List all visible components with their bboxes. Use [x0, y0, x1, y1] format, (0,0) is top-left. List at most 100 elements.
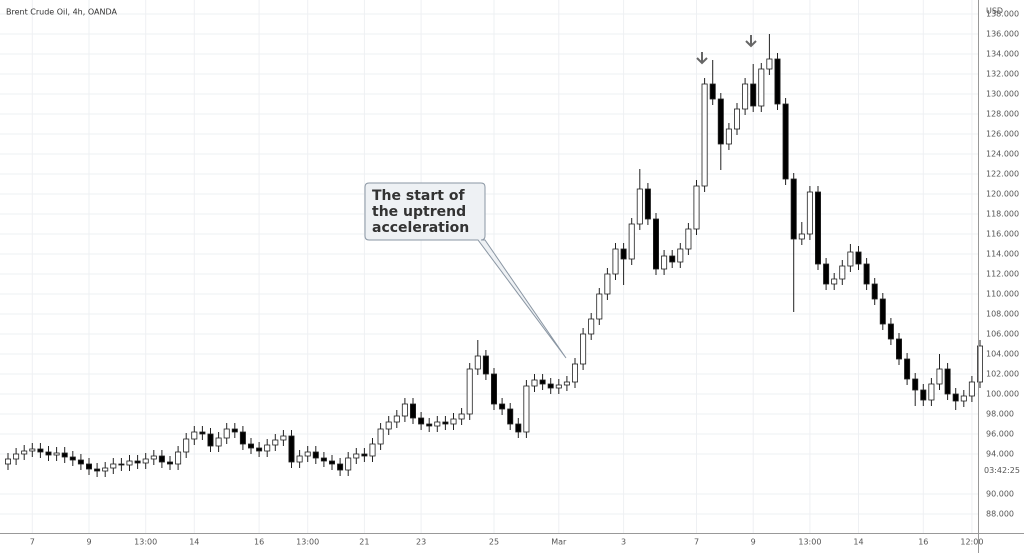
candle-body — [328, 460, 335, 465]
candle-body — [175, 451, 182, 465]
candle-body — [709, 83, 716, 100]
x-tick-label: 25 — [489, 538, 499, 547]
candle-body — [102, 467, 109, 472]
candle-body — [377, 428, 384, 445]
candle-body — [183, 438, 190, 453]
candle-body — [21, 450, 28, 455]
candle-body — [782, 103, 789, 180]
candles — [5, 34, 984, 477]
candle-body — [458, 413, 465, 420]
candle-body — [887, 323, 894, 340]
candle-body — [450, 418, 457, 425]
candle-body — [847, 251, 854, 267]
candle-body — [288, 435, 295, 463]
candle-body — [977, 345, 984, 383]
y-tick-label: 134.000 — [986, 50, 1019, 59]
callout-text: The start of — [372, 188, 465, 204]
y-tick-label: 100.000 — [986, 390, 1019, 399]
candle-body — [466, 368, 473, 415]
candle-body — [142, 458, 149, 464]
candle-body — [806, 191, 813, 235]
candle-body — [531, 379, 538, 387]
candle-body — [677, 248, 684, 263]
candle-body — [831, 278, 838, 285]
x-tick-label: 16 — [254, 538, 264, 547]
candle-body — [69, 456, 76, 461]
y-tick-label: 96.000 — [986, 430, 1014, 439]
candle-body — [604, 273, 611, 295]
candle-body — [215, 437, 222, 447]
countdown-box — [980, 464, 1024, 477]
candle-body — [742, 83, 749, 110]
candle-body — [385, 421, 392, 430]
candle-body — [912, 378, 919, 391]
candle-body — [628, 223, 635, 260]
countdown: 03:42:25 — [984, 466, 1020, 475]
candle-body — [636, 188, 643, 225]
candle-body — [620, 248, 627, 260]
candle-body — [166, 461, 173, 465]
y-tick-label: 116.000 — [986, 230, 1019, 239]
candle-body — [701, 83, 708, 187]
candle-body — [644, 188, 651, 220]
candle-body — [345, 457, 352, 471]
candle-body — [725, 128, 732, 145]
arrows — [696, 35, 757, 65]
candle-body — [563, 381, 570, 386]
candle-body — [418, 417, 425, 425]
candle-body — [879, 298, 886, 325]
y-axis-label: USD — [986, 7, 1003, 16]
callout: The start of the uptrend acceleration — [364, 182, 567, 359]
candle-body — [231, 428, 238, 433]
candle-body — [798, 233, 805, 240]
y-tick-label: 102.000 — [986, 370, 1019, 379]
y-tick-label: 98.000 — [986, 410, 1014, 419]
candle-body — [256, 447, 263, 452]
candle-body — [264, 444, 271, 452]
x-tick-label: 21 — [359, 538, 369, 547]
y-tick-label: 118.000 — [986, 210, 1019, 219]
candle-body — [239, 431, 246, 445]
x-tick-label: 14 — [853, 538, 863, 547]
candle-body — [369, 443, 376, 457]
y-tick-label: 108.000 — [986, 310, 1019, 319]
candle-body — [758, 68, 765, 107]
candle-body — [434, 421, 441, 427]
candle-body — [523, 385, 530, 433]
candle-body — [5, 458, 11, 465]
candle-body — [539, 379, 546, 385]
candle-body — [280, 435, 287, 441]
y-tick-label: 110.000 — [986, 290, 1019, 299]
y-tick-label: 90.000 — [986, 490, 1014, 499]
callout-text: the uptrend — [372, 204, 466, 220]
x-tick-label: 7 — [30, 538, 35, 547]
candle-body — [855, 251, 862, 265]
candle-body — [896, 338, 903, 360]
candle-body — [750, 83, 757, 107]
y-tick-label: 112.000 — [986, 270, 1019, 279]
x-tick-label: 23 — [416, 538, 426, 547]
candle-body — [499, 403, 506, 410]
candle-body — [126, 460, 133, 466]
candle-body — [920, 389, 927, 401]
candle-body — [13, 453, 20, 460]
candle-body — [839, 265, 846, 280]
candle-body — [515, 423, 522, 433]
y-tick-label: 124.000 — [986, 150, 1019, 159]
candle-body — [960, 395, 967, 402]
candle-body — [653, 218, 660, 270]
y-tick-label: 126.000 — [986, 130, 1019, 139]
candle-body — [247, 443, 254, 449]
candle-body — [199, 431, 206, 435]
candle-body — [863, 263, 870, 285]
x-tick-label: 3 — [621, 538, 626, 547]
candle-body — [150, 455, 157, 460]
x-tick-label: Mar — [551, 538, 567, 547]
candle-body — [823, 263, 830, 285]
y-tick-label: 104.000 — [986, 350, 1019, 359]
y-tick-label: 120.000 — [986, 190, 1019, 199]
candle-body — [717, 98, 724, 145]
candle-body — [766, 58, 773, 70]
candle-body — [596, 293, 603, 320]
candle-body — [936, 368, 943, 385]
